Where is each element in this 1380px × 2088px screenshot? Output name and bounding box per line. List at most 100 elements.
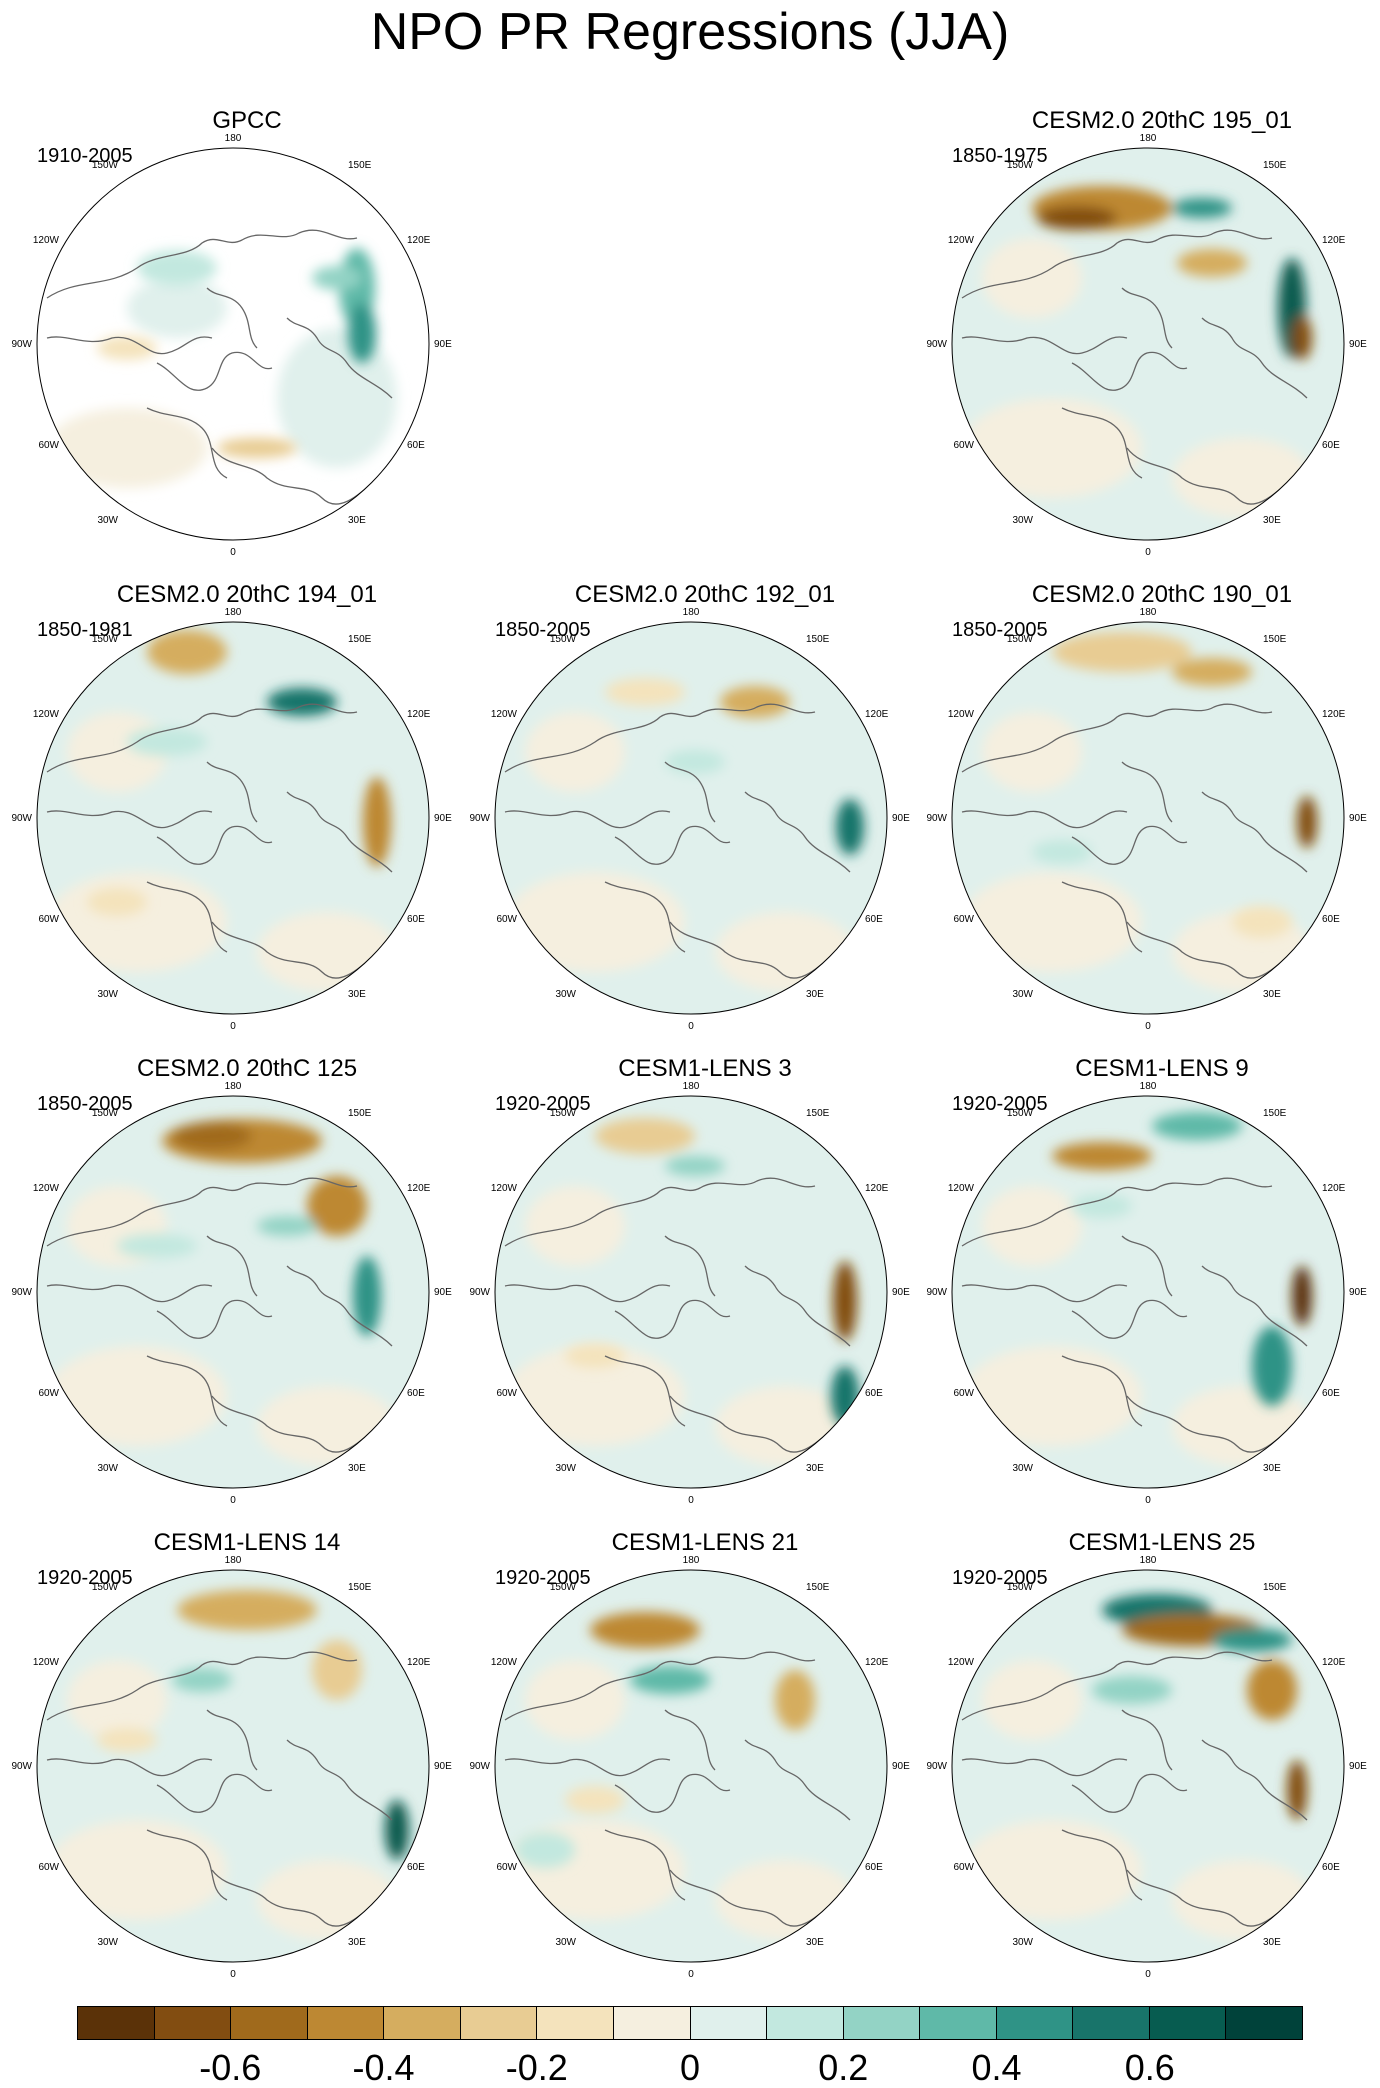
map-panel: CESM1-LENS 14 1920-2005 180 150W 150E 120W 120…	[11, 1529, 457, 1990]
coastline	[664, 761, 716, 823]
map-panel: CESM2.0 20thC 195_01 1850-1975 180 150W 150E…	[926, 107, 1372, 568]
colorbar-tick-label: -0.6	[199, 2047, 262, 2088]
map-boundary	[36, 1569, 430, 1963]
map-panel: CESM2.0 20thC 125 1850-2005 180 150W 150E 120…	[11, 1055, 457, 1516]
coastline	[504, 1651, 816, 1721]
coastline	[1071, 825, 1188, 865]
longitude-label: 60W	[496, 1388, 517, 1399]
coastline	[146, 881, 228, 953]
longitude-label: 90W	[926, 1761, 947, 1772]
longitude-label: 60E	[407, 1388, 425, 1399]
longitude-label: 60W	[38, 1862, 59, 1873]
coastline	[206, 1709, 258, 1771]
colorbar-swatch	[154, 2007, 232, 2039]
longitude-label: 150E	[806, 1582, 830, 1593]
polar-map: 180 150W 150E 120W 120E 90W 90E 60W 60E 30W 30E 0	[926, 607, 1367, 1032]
coastline	[46, 703, 358, 773]
anomaly-patch	[1152, 1112, 1242, 1140]
longitude-label: 90W	[469, 1761, 490, 1772]
longitude-label: 30W	[97, 989, 118, 1000]
anomaly-patch	[172, 1122, 252, 1150]
anomaly-patch	[257, 1216, 317, 1236]
anomaly-patch	[348, 303, 376, 363]
longitude-label: 90W	[11, 1287, 32, 1298]
anomaly-patch	[217, 438, 297, 458]
coastline	[1126, 921, 1293, 979]
longitude-label: 150E	[1263, 160, 1287, 171]
coastline	[286, 1739, 393, 1821]
longitude-label: 180	[225, 133, 242, 144]
longitude-label: 150W	[92, 634, 119, 645]
colorbar-tick-label: 0.6	[1124, 2047, 1175, 2088]
coastline	[1201, 1265, 1308, 1347]
anomaly-patch	[565, 1786, 625, 1814]
longitude-label: 30W	[97, 1937, 118, 1948]
coastline	[744, 1739, 851, 1821]
anomaly-patch	[307, 1176, 367, 1236]
coastlines	[961, 1651, 1308, 1927]
longitude-label: 60E	[1322, 440, 1340, 451]
coastline	[1201, 1739, 1308, 1821]
coastline	[156, 1773, 273, 1813]
anomaly-patch	[720, 686, 790, 718]
coastline	[1121, 1709, 1173, 1771]
map-panel: GPCC 1910-2005 180 150W 150E 120W 120E 90W 90E 60…	[11, 107, 457, 568]
longitude-label: 90W	[469, 1287, 490, 1298]
longitude-label: 30E	[806, 989, 824, 1000]
panel-title: CESM2.0 20thC 190_01	[1031, 581, 1293, 608]
longitude-label: 180	[1140, 1081, 1157, 1092]
longitude-label: 60E	[865, 914, 883, 925]
map-panel: CESM1-LENS 25 1920-2005 180 150W 150E 120W 120…	[926, 1529, 1372, 1990]
anomaly-patch	[565, 1344, 625, 1368]
polar-map: 180 150W 150E 120W 120E 90W 90E 60W 60E 30W 30E 0	[926, 133, 1367, 558]
coastline	[1201, 317, 1308, 399]
colorbar-tick-label: 0.4	[971, 2047, 1022, 2088]
panel-years: 1850-2005	[952, 619, 1048, 641]
anomaly-patch	[1252, 1326, 1292, 1406]
anomaly-patch	[1052, 1142, 1152, 1170]
coastline	[614, 1299, 731, 1339]
coastline	[1126, 447, 1293, 505]
longitude-label: 180	[225, 607, 242, 618]
coastline	[504, 703, 816, 773]
anomaly-patch	[1172, 658, 1252, 686]
map-boundary	[951, 1569, 1345, 1963]
field-patch	[1122, 802, 1202, 882]
longitude-label: 60E	[865, 1862, 883, 1873]
longitude-label: 150E	[1263, 1582, 1287, 1593]
anomaly-patch	[312, 1640, 362, 1700]
colorbar-swatch	[78, 2007, 155, 2039]
longitude-label: 30W	[1012, 515, 1033, 526]
panel-title: CESM1-LENS 25	[1068, 1529, 1256, 1556]
longitude-label: 30W	[97, 1463, 118, 1474]
coastline	[744, 1265, 851, 1347]
field-patch	[1122, 1276, 1202, 1356]
longitude-label: 120W	[33, 709, 60, 720]
longitude-label: 30W	[1012, 989, 1033, 1000]
longitude-label: 60E	[1322, 1862, 1340, 1873]
anomaly-patch	[177, 1590, 317, 1630]
panel-title: GPCC	[212, 107, 282, 134]
longitude-label: 0	[1145, 1969, 1151, 1980]
longitude-label: 180	[683, 1081, 700, 1092]
anomaly-patch	[1212, 1628, 1292, 1652]
anomaly-patch	[147, 630, 227, 674]
panel-years: 1920-2005	[495, 1567, 591, 1589]
longitude-label: 150W	[550, 1582, 577, 1593]
coastline	[211, 921, 378, 979]
longitude-label: 30E	[1263, 1937, 1281, 1948]
anomaly-patch	[385, 1800, 409, 1860]
anomaly-patch	[1037, 206, 1117, 230]
field-patch	[962, 1820, 1142, 1920]
longitude-label: 120E	[865, 1183, 889, 1194]
colorbar-swatch	[537, 2007, 614, 2039]
longitude-label: 90E	[1349, 339, 1367, 350]
anomaly-patch	[1247, 1660, 1297, 1720]
coastline	[604, 1355, 686, 1427]
field-patch	[47, 872, 227, 972]
field-patch	[277, 328, 397, 468]
colorbar-swatch	[996, 2007, 1074, 2039]
polar-map: 180 150W 150E 120W 120E 90W 90E 60W 60E 30W 30E 0	[926, 1555, 1367, 1980]
longitude-label: 30E	[348, 989, 366, 1000]
coastline	[744, 791, 851, 873]
